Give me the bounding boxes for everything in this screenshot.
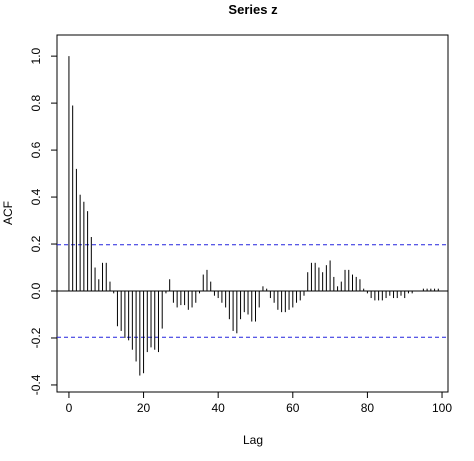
y-tick-label: 1.0 xyxy=(29,47,43,64)
plot-box xyxy=(56,34,449,393)
y-tick-label: 0.2 xyxy=(29,235,43,252)
y-tick-label: 0.6 xyxy=(29,141,43,158)
x-tick-label: 60 xyxy=(286,401,300,415)
y-tick-label: 0.8 xyxy=(29,94,43,111)
y-tick-label: -0.4 xyxy=(29,374,43,395)
x-tick-label: 0 xyxy=(66,401,73,415)
x-tick-label: 20 xyxy=(137,401,151,415)
chart-title: Series z xyxy=(228,2,278,17)
y-tick-label: 0.4 xyxy=(29,188,43,205)
x-tick-label: 80 xyxy=(361,401,375,415)
y-axis-label: ACF xyxy=(1,201,15,225)
x-tick-label: 100 xyxy=(432,401,452,415)
y-tick-label: 0.0 xyxy=(29,282,43,299)
x-tick-label: 40 xyxy=(211,401,225,415)
x-axis-label: Lag xyxy=(243,433,263,447)
y-tick-label: -0.2 xyxy=(29,327,43,348)
